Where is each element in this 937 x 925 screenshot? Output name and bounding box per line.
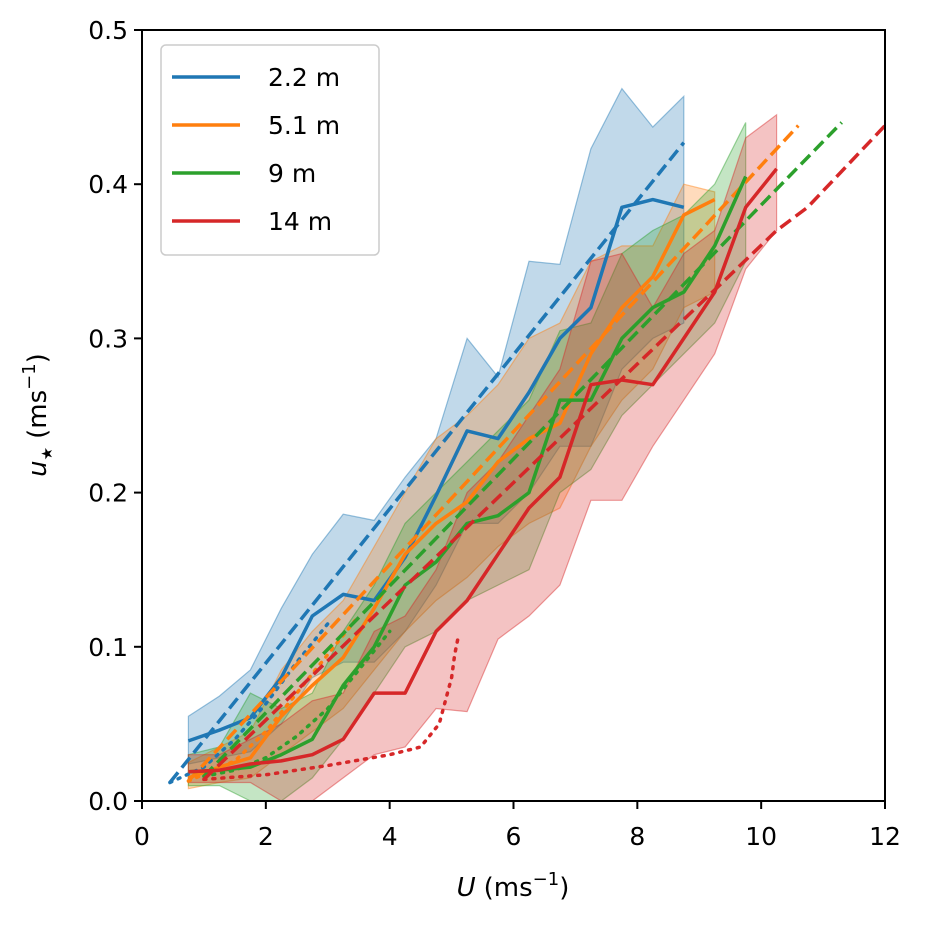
fit-line-5-1-m — [187, 124, 800, 783]
observed-line-9-m — [188, 175, 748, 774]
fit-line-2-2-m — [168, 141, 686, 784]
x-tick-label: 8 — [629, 822, 645, 851]
x-axis-label: U (ms−1) — [457, 869, 570, 903]
x-tick-label: 12 — [869, 822, 901, 851]
x-tick-label: 4 — [382, 822, 398, 851]
x-axis-unit-close: ) — [559, 873, 569, 903]
band-14-m — [187, 113, 778, 801]
observed-line-14-m — [188, 167, 778, 774]
legend-label-2-2-m: 2.2 m — [268, 63, 340, 92]
y-axis-unit-exponent: −1 — [19, 363, 40, 390]
y-tick-label: 0.2 — [88, 479, 128, 508]
y-axis-unit-close: ) — [23, 353, 53, 363]
y-axis-unit: (ms — [23, 390, 53, 439]
y-tick-label: 0.3 — [88, 324, 128, 353]
y-tick-label: 0.1 — [88, 633, 128, 662]
legend-label-9-m: 9 m — [268, 159, 316, 188]
y-axis-symbol: u — [23, 460, 53, 476]
observed-line-5-1-m — [187, 198, 716, 780]
legend-label-5-1-m: 5.1 m — [268, 111, 340, 140]
x-tick-label: 0 — [134, 822, 150, 851]
y-axis-subscript: ★ — [38, 447, 56, 460]
x-axis-symbol: U — [457, 873, 476, 903]
x-tick-label: 2 — [258, 822, 274, 851]
y-axis-ticks: 0.0 0.1 0.2 0.3 0.4 0.5 — [88, 16, 142, 816]
legend: 2.2 m 5.1 m 9 m 14 m — [160, 44, 380, 256]
x-axis-unit: (ms — [484, 873, 533, 903]
y-tick-label: 0.5 — [88, 16, 128, 45]
x-tick-label: 10 — [745, 822, 777, 851]
model-line-14-m — [202, 637, 460, 782]
series-lines — [168, 121, 885, 785]
legend-box — [160, 44, 380, 256]
legend-items: 2.2 m 5.1 m 9 m 14 m — [172, 63, 340, 236]
x-tick-label: 6 — [506, 822, 522, 851]
y-axis-label: u★ (ms−1) — [19, 353, 56, 477]
model-line-9-m — [202, 629, 392, 779]
legend-label-14-m: 14 m — [268, 207, 332, 236]
x-axis-unit-exponent: −1 — [533, 869, 560, 890]
model-line-5-1-m — [186, 614, 361, 783]
x-axis-ticks: 0 2 4 6 8 10 12 — [134, 801, 901, 851]
model-line-2-2-m — [168, 621, 330, 785]
y-tick-label: 0.4 — [88, 170, 128, 199]
y-tick-label: 0.0 — [88, 787, 128, 816]
